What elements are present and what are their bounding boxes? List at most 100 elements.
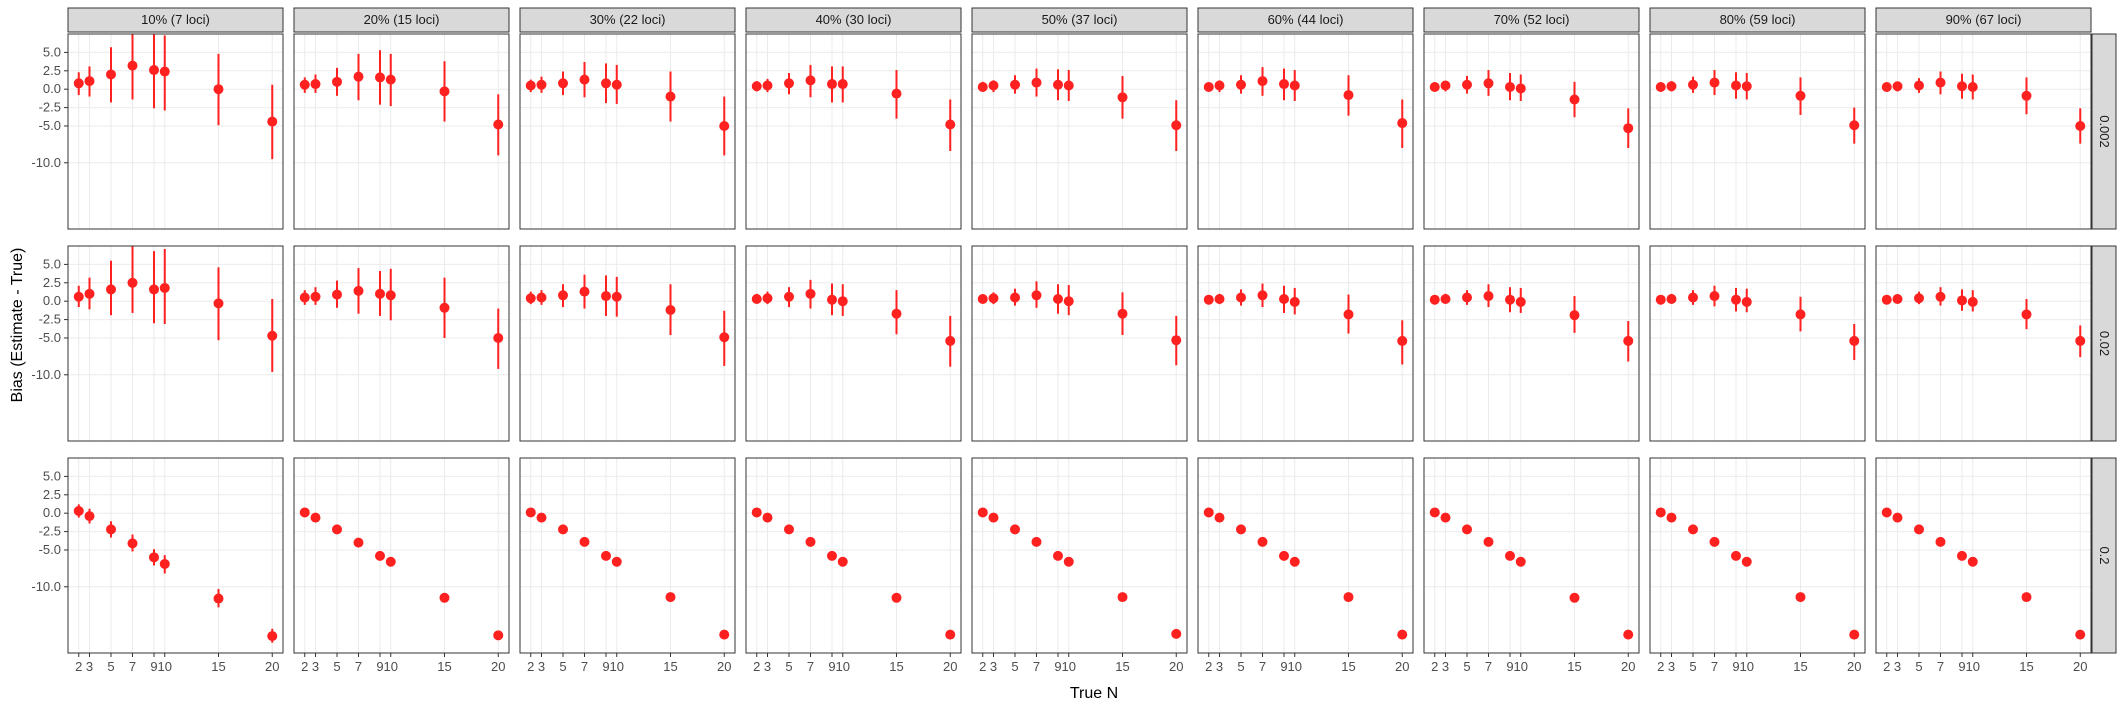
data-point	[1440, 293, 1451, 304]
x-tick-label: 5	[1463, 659, 1470, 674]
data-point	[558, 78, 568, 89]
data-point	[805, 288, 816, 299]
panel-border	[1197, 457, 1414, 654]
y-tick-label: -5.0	[39, 118, 61, 133]
data-point	[1063, 556, 1074, 567]
facet-panel	[519, 245, 736, 442]
panel-background	[68, 34, 283, 229]
data-point	[751, 81, 762, 92]
data-point	[1483, 536, 1494, 547]
facet-panel	[67, 457, 284, 654]
x-tick-label: 3	[312, 659, 319, 674]
data-point	[159, 66, 170, 77]
x-tick-label: 5	[785, 659, 792, 674]
data-point	[891, 308, 902, 319]
x-tick-label: 20	[1395, 659, 1409, 674]
data-point	[665, 592, 676, 603]
x-tick-label: 20	[943, 659, 957, 674]
column-strip-label: 80% (59 loci)	[1720, 12, 1796, 27]
x-tick-label: 10	[384, 659, 398, 674]
x-tick-label: 7	[355, 659, 362, 674]
panel-border	[67, 33, 284, 230]
data-point	[579, 286, 590, 297]
x-tick-label: 15	[2019, 659, 2033, 674]
data-point	[536, 512, 547, 523]
data-point	[1569, 310, 1580, 321]
facet-panel	[1197, 457, 1414, 654]
panel-background	[1876, 34, 2091, 229]
data-point	[837, 556, 848, 567]
data-point	[1117, 592, 1128, 603]
x-tick-label: 9	[1280, 659, 1287, 674]
data-point	[1795, 592, 1806, 603]
data-point	[1914, 293, 1924, 304]
row-strip-label: 0.2	[2097, 546, 2112, 564]
data-point	[267, 330, 278, 341]
data-point	[1171, 335, 1182, 346]
facet-panel	[293, 457, 510, 654]
y-tick-label: 5.0	[43, 44, 61, 59]
data-point	[1688, 79, 1698, 90]
data-point	[1515, 296, 1526, 307]
panel-border	[293, 245, 510, 442]
y-axis-title: Bias (Estimate - True)	[9, 248, 26, 403]
data-point	[579, 74, 590, 85]
y-tick-label: -10.0	[31, 579, 61, 594]
panel-border	[1197, 33, 1414, 230]
panel-background	[1424, 458, 1639, 653]
data-point	[73, 505, 84, 516]
data-point	[127, 60, 138, 71]
column-strip	[1649, 7, 1866, 33]
data-point	[977, 81, 988, 92]
data-point	[1505, 81, 1515, 92]
data-point	[353, 71, 364, 82]
x-tick-label: 7	[1711, 659, 1718, 674]
y-tick-label: 5.0	[43, 468, 61, 483]
x-tick-label: 15	[1567, 659, 1581, 674]
panel-background	[1198, 246, 1413, 441]
row-strip-label: 0.002	[2097, 115, 2112, 148]
data-point	[299, 79, 310, 90]
x-tick-label: 5	[333, 659, 340, 674]
x-tick-label: 15	[889, 659, 903, 674]
x-tick-label: 20	[1621, 659, 1635, 674]
y-tick-label: -10.0	[31, 155, 61, 170]
data-point	[558, 290, 568, 301]
data-point	[1279, 293, 1289, 304]
data-point	[1655, 81, 1666, 92]
x-tick-label: 3	[1216, 659, 1223, 674]
panel-border	[1875, 245, 2092, 442]
facet-panel	[293, 245, 510, 442]
data-point	[1063, 296, 1074, 307]
data-point	[159, 282, 170, 293]
facet-panel	[971, 33, 1188, 230]
x-tick-label: 5	[1689, 659, 1696, 674]
x-tick-label: 9	[828, 659, 835, 674]
data-point	[1849, 120, 1860, 131]
panel-border	[971, 457, 1188, 654]
data-point	[1935, 536, 1946, 547]
panel-background	[972, 458, 1187, 653]
data-point	[1731, 80, 1741, 91]
facet-panel	[519, 33, 736, 230]
y-tick-label: -5.0	[39, 542, 61, 557]
x-tick-label: 7	[129, 659, 136, 674]
data-point	[1171, 628, 1182, 639]
facet-panel	[67, 33, 284, 230]
data-point	[1343, 90, 1354, 101]
data-point	[2075, 629, 2086, 640]
data-point	[1881, 81, 1892, 92]
data-point	[1343, 309, 1354, 320]
data-point	[611, 79, 622, 90]
data-point	[536, 79, 547, 90]
data-point	[1397, 118, 1408, 129]
data-point	[1010, 79, 1020, 90]
data-point	[1171, 120, 1182, 131]
data-point	[1569, 94, 1580, 105]
data-point	[1709, 77, 1720, 88]
panel-border	[293, 457, 510, 654]
data-point	[536, 292, 547, 303]
data-point	[84, 288, 95, 299]
data-point	[1031, 77, 1042, 88]
data-point	[891, 88, 902, 99]
